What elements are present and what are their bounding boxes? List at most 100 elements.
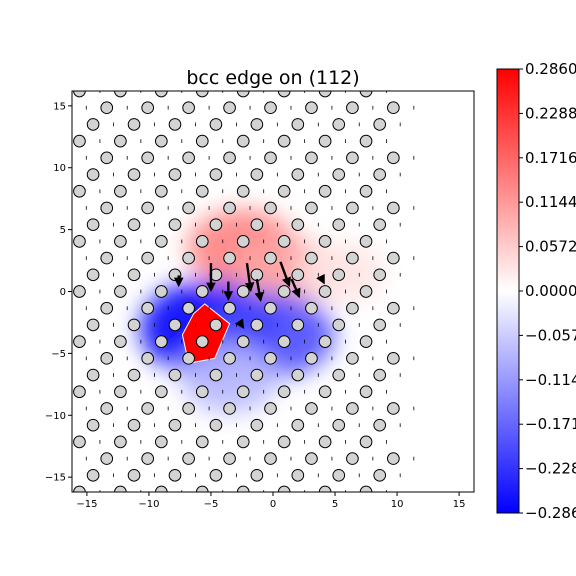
atom xyxy=(373,118,387,131)
atom xyxy=(305,251,318,265)
atom xyxy=(387,251,400,265)
x-tick-label: 0 xyxy=(270,499,276,510)
displacement-arrow xyxy=(244,262,255,293)
atom xyxy=(141,251,155,265)
atom xyxy=(346,402,359,415)
colorbar xyxy=(496,68,520,514)
atom xyxy=(332,418,346,432)
y-tick-label: 10 xyxy=(53,163,66,174)
atom xyxy=(250,118,264,131)
atom xyxy=(210,520,222,532)
atom xyxy=(250,468,264,482)
plot-area xyxy=(72,52,415,532)
atom xyxy=(141,352,155,365)
atom xyxy=(277,385,291,399)
atom xyxy=(264,352,277,365)
atom xyxy=(100,201,114,215)
atom xyxy=(168,168,182,181)
x-tick-label: −5 xyxy=(204,499,219,510)
atom xyxy=(332,118,346,131)
atom xyxy=(224,503,236,515)
atom xyxy=(73,435,86,449)
atom xyxy=(264,101,277,115)
atom xyxy=(155,285,168,298)
atom xyxy=(195,335,209,348)
atom xyxy=(127,318,141,332)
atom xyxy=(223,201,236,215)
atom xyxy=(182,101,195,115)
displacement-arrow xyxy=(279,261,291,288)
atom xyxy=(373,268,387,282)
chart-title: bcc edge on (112) xyxy=(186,67,359,89)
atom xyxy=(141,402,155,415)
atom xyxy=(318,385,332,399)
atom xyxy=(359,435,373,449)
atom xyxy=(359,335,373,348)
atom xyxy=(373,368,387,382)
atom xyxy=(346,201,359,215)
atom xyxy=(73,184,86,198)
atom xyxy=(359,285,373,298)
y-tick-label: −15 xyxy=(45,473,66,484)
atom xyxy=(182,301,195,315)
atom xyxy=(182,352,195,365)
atom xyxy=(114,134,127,148)
atom xyxy=(195,184,209,198)
atom xyxy=(169,520,181,532)
atom xyxy=(236,91,250,98)
atom xyxy=(223,402,236,415)
atom xyxy=(155,235,168,248)
atom xyxy=(183,52,195,64)
atom xyxy=(387,151,400,165)
x-tick-label: 15 xyxy=(453,499,466,510)
y-axis: −15 −10 −5 0 5 10 15 xyxy=(45,101,72,484)
atom xyxy=(114,184,127,198)
atom xyxy=(86,368,100,382)
atom xyxy=(86,468,100,482)
atom xyxy=(100,301,114,315)
atom xyxy=(72,206,73,210)
atom xyxy=(305,301,318,315)
atom xyxy=(86,318,100,332)
atom xyxy=(100,251,114,265)
y-tick-label: 15 xyxy=(53,101,66,112)
atom xyxy=(209,168,223,181)
atom xyxy=(195,435,209,449)
atom xyxy=(141,151,155,165)
atom xyxy=(291,368,305,382)
atom xyxy=(236,385,250,399)
atom xyxy=(223,251,236,265)
atom xyxy=(292,520,304,532)
colorbar-tick-label: 0.1144 xyxy=(525,193,576,211)
atom xyxy=(114,335,127,348)
atom xyxy=(73,235,86,248)
atom xyxy=(223,101,236,115)
atom xyxy=(346,101,359,115)
atom xyxy=(114,235,127,248)
atom xyxy=(318,435,332,449)
atom xyxy=(127,118,141,131)
atom xyxy=(387,452,400,465)
atom xyxy=(236,285,250,298)
x-axis: −15 −10 −5 0 5 10 15 xyxy=(76,492,465,510)
atom xyxy=(100,352,114,365)
atom xyxy=(128,520,140,532)
atom xyxy=(332,318,346,332)
atom xyxy=(127,268,141,282)
y-tick-label: −10 xyxy=(45,411,66,422)
atom xyxy=(195,134,209,148)
atom xyxy=(182,151,195,165)
atom xyxy=(155,91,168,98)
atom xyxy=(86,118,100,131)
atom xyxy=(142,52,154,64)
colorbar-tick-label: −0.1716 xyxy=(525,415,576,433)
atom xyxy=(72,256,73,260)
atom xyxy=(236,235,250,248)
atom xyxy=(182,251,195,265)
atom xyxy=(73,91,86,98)
atom xyxy=(291,218,305,231)
atom xyxy=(209,468,223,482)
atoms xyxy=(72,52,415,532)
atom xyxy=(224,52,236,64)
atom xyxy=(72,457,73,460)
